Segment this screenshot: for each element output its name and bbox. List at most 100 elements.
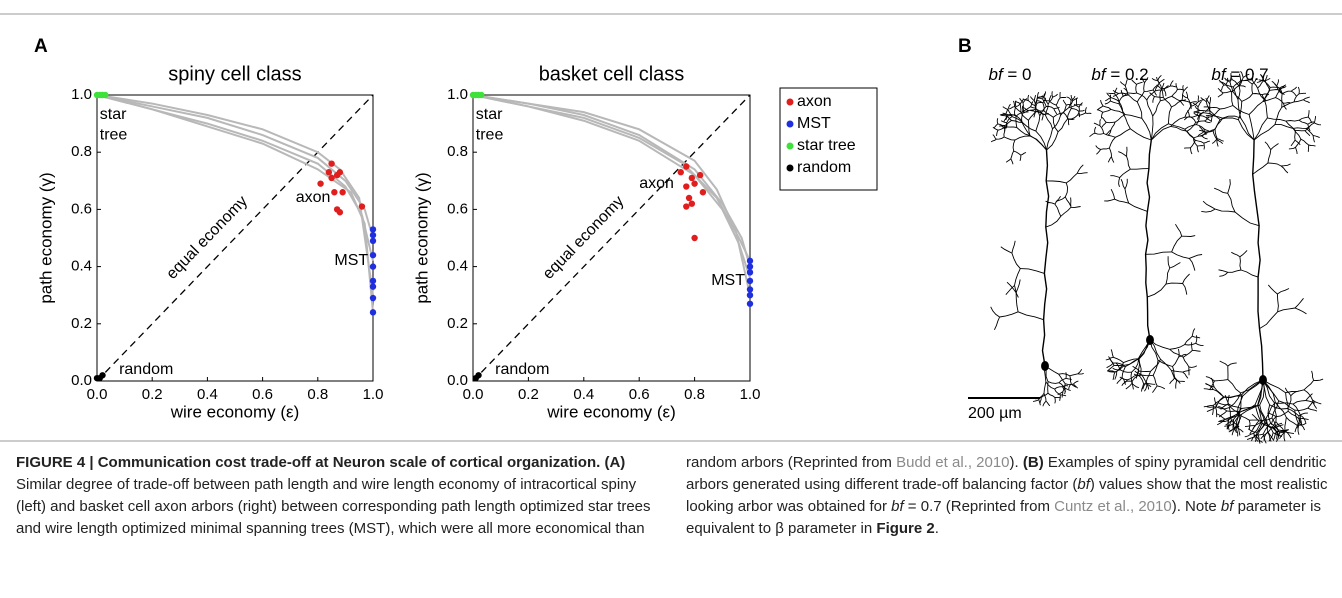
- dendrite: [1168, 256, 1170, 268]
- dendrite: [1121, 370, 1132, 372]
- dendrite: [1235, 212, 1259, 226]
- dendrite: [1101, 148, 1110, 149]
- dendrite: [1108, 157, 1111, 163]
- dendrite: [1207, 408, 1216, 412]
- data-point: [328, 160, 334, 166]
- dendrite: [1018, 312, 1044, 320]
- dendrite: [1293, 128, 1307, 129]
- dendrite: [1204, 389, 1214, 390]
- annotation: equal economy: [163, 193, 251, 283]
- data-point: [337, 169, 343, 175]
- dendrite: [1001, 247, 1012, 253]
- dendrite: [1144, 90, 1153, 92]
- dendrite: [1033, 400, 1039, 402]
- dendrite: [1013, 101, 1014, 107]
- data-point: [678, 169, 684, 175]
- dendrite: [1065, 388, 1071, 390]
- dendrite: [1011, 151, 1014, 159]
- dendrite: [1218, 93, 1223, 97]
- dendrite: [1066, 173, 1077, 183]
- dendrite: [1220, 106, 1233, 110]
- data-point: [747, 278, 753, 284]
- dendrite: [1228, 179, 1231, 193]
- annotation: tree: [476, 126, 504, 143]
- dendrite: [1284, 432, 1285, 442]
- dendrite: [1191, 140, 1196, 148]
- caption-segment: Figure 2: [876, 520, 934, 537]
- dendrite: [1153, 101, 1161, 116]
- data-point: [370, 252, 376, 258]
- dendrite: [1038, 97, 1044, 98]
- dendrite: [1056, 197, 1065, 202]
- data-point: [317, 180, 323, 186]
- data-point: [689, 175, 695, 181]
- caption-segment[interactable]: Cuntz et al., 2010: [1054, 498, 1172, 515]
- dendrite: [1172, 236, 1182, 252]
- dendrite: [1111, 109, 1123, 113]
- dendrite: [1017, 128, 1030, 136]
- tree-label-symbol: bf: [1211, 65, 1227, 84]
- dendrite: [1030, 110, 1036, 112]
- y-tick-label: 0.0: [71, 372, 92, 389]
- dendrite: [1286, 120, 1299, 121]
- dendrite: [1046, 181, 1066, 183]
- x-axis-label: wire economy (ε): [546, 402, 676, 421]
- caption-segment: = 0.7 (Reprinted from: [904, 498, 1054, 515]
- dendrite: [1304, 380, 1314, 389]
- dendrite: [1144, 83, 1145, 92]
- dendrite: [1196, 121, 1205, 123]
- dendrite: [1130, 169, 1149, 170]
- dendrite: [1281, 166, 1288, 173]
- dendrite: [1245, 80, 1252, 81]
- caption-segment[interactable]: Budd et al., 2010: [896, 454, 1009, 471]
- dendrite: [1215, 209, 1235, 212]
- dendrite: [1291, 87, 1297, 91]
- dendrite: [1125, 189, 1129, 203]
- equal-economy-line: [473, 95, 750, 381]
- dendrite: [1115, 129, 1130, 138]
- dendrite: [1211, 107, 1220, 109]
- dendrite: [1034, 95, 1035, 101]
- dendrite: [1282, 91, 1291, 94]
- dendrite: [1127, 156, 1131, 169]
- dendrite: [1096, 146, 1101, 150]
- dendrite: [1253, 163, 1268, 174]
- dendrite: [1183, 284, 1187, 295]
- dendrite: [1285, 417, 1286, 430]
- soma: [1147, 336, 1154, 345]
- dendrite: [1239, 86, 1246, 87]
- dendrite: [1294, 100, 1303, 102]
- dendrite: [1182, 236, 1196, 237]
- figure: A B 200 µm spiny cell class0.00.20.40.60…: [0, 0, 1342, 448]
- dendrite: [1296, 147, 1298, 154]
- dendrite: [1103, 106, 1111, 110]
- x-tick-label: 0.4: [573, 386, 594, 403]
- dendrite: [1182, 95, 1187, 98]
- apical-trunk: [1253, 140, 1263, 380]
- tree-label-symbol: bf: [988, 65, 1004, 84]
- dendrite: [1215, 380, 1228, 381]
- dendrite: [1045, 115, 1052, 129]
- dendrite: [1137, 102, 1142, 118]
- dendrite: [1078, 369, 1082, 374]
- dendrite: [1201, 209, 1215, 212]
- data-point: [370, 283, 376, 289]
- dendrite: [1104, 199, 1114, 201]
- data-point: [691, 180, 697, 186]
- dendrite: [1056, 98, 1060, 105]
- dendrite: [1036, 116, 1040, 131]
- dendrite: [1299, 93, 1306, 94]
- data-point: [359, 203, 365, 209]
- dendrite: [1308, 408, 1317, 411]
- dendrite: [1196, 335, 1197, 343]
- dendrite: [1061, 207, 1071, 216]
- dendrite: [1183, 370, 1191, 372]
- dendrite: [1006, 285, 1015, 294]
- dendrite: [1060, 395, 1066, 396]
- dendrite: [993, 135, 997, 140]
- data-point: [683, 203, 689, 209]
- dendrite: [1129, 203, 1148, 211]
- dendrite: [1015, 136, 1030, 140]
- dendrite: [1293, 128, 1301, 139]
- dendrite: [1175, 224, 1181, 236]
